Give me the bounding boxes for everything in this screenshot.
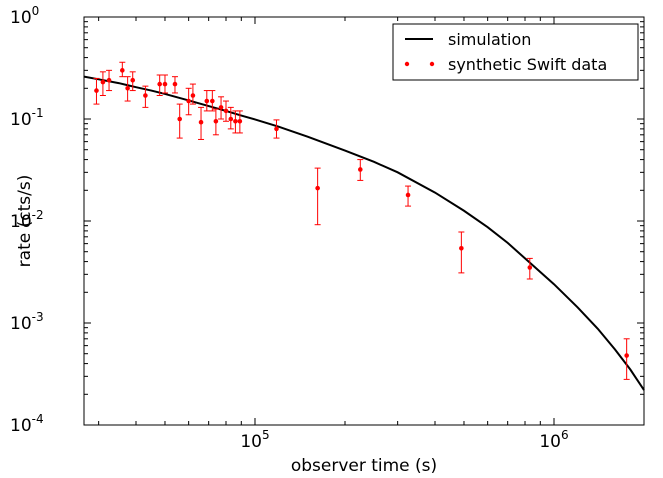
y-axis-label: rate (cts/s)	[15, 175, 35, 268]
swift-data-point	[236, 110, 243, 134]
data-marker	[274, 126, 279, 132]
data-marker	[210, 98, 215, 104]
legend-box	[392, 23, 639, 81]
x-ticks: 105 106	[98, 17, 645, 452]
y-tick-label: 10-1	[10, 106, 44, 130]
data-marker	[315, 185, 320, 191]
data-marker	[162, 81, 168, 87]
data-marker	[218, 105, 224, 110]
data-marker	[357, 167, 363, 172]
data-marker	[237, 118, 243, 124]
swift-data-point	[357, 159, 364, 181]
swift-data-point	[161, 74, 168, 94]
data-marker	[157, 81, 162, 87]
swift-data-point	[119, 61, 126, 78]
data-marker	[527, 265, 533, 270]
swift-data-point	[171, 76, 178, 94]
y-tick-label: 10-4	[10, 412, 44, 436]
legend: simulation synthetic Swift data	[392, 23, 639, 81]
swift-data-point	[124, 76, 131, 102]
data-marker	[125, 85, 130, 91]
swift-data-point	[106, 69, 113, 92]
legend-label-swift: synthetic Swift data	[448, 55, 607, 74]
data-marker	[120, 68, 125, 73]
data-marker	[100, 79, 106, 85]
data-marker	[130, 77, 136, 83]
swift-data-point	[203, 90, 210, 112]
x-tick-label: 106	[539, 428, 568, 452]
data-marker	[198, 119, 204, 125]
swift-data-point	[405, 185, 412, 207]
swift-data-point	[209, 90, 216, 112]
legend-label-simulation: simulation	[448, 30, 531, 49]
y-tick-label: 10-3	[10, 310, 44, 334]
y-tick-label: 100	[10, 4, 39, 28]
swift-data-point	[227, 106, 234, 130]
data-marker	[190, 93, 196, 98]
swift-data-point	[212, 108, 219, 136]
data-marker	[106, 77, 112, 83]
plot-frame	[83, 16, 645, 426]
y-tick-label: 10-2	[10, 208, 44, 232]
data-marker	[204, 98, 210, 104]
y-ticks: 10-4 10-3 10-2 10-1 100	[10, 4, 644, 436]
swift-data-point	[129, 71, 136, 92]
swift-data-point	[176, 103, 183, 139]
swift-data-point	[458, 231, 465, 274]
legend-swatch-swift-dot	[404, 61, 410, 67]
data-marker	[624, 353, 629, 358]
simulation-line	[83, 75, 645, 391]
swift-data-point	[142, 85, 149, 108]
swift-data-point	[156, 74, 163, 96]
data-marker	[233, 118, 238, 124]
data-marker	[143, 93, 148, 98]
x-tick-label: 105	[240, 428, 269, 452]
data-marker	[213, 118, 219, 124]
x-axis-label: observer time (s)	[291, 456, 437, 476]
swift-data-point	[218, 96, 225, 120]
swift-data-point	[273, 119, 280, 139]
swift-data-point	[526, 257, 533, 280]
data-marker	[228, 116, 234, 122]
swift-data-point	[99, 71, 106, 96]
legend-swatch-swift-dot	[429, 61, 435, 67]
data-marker	[186, 98, 191, 104]
swift-data-point	[93, 77, 100, 105]
series-layer	[83, 61, 645, 391]
swift-data-point	[198, 106, 205, 140]
data-marker	[177, 116, 182, 122]
data-marker	[405, 192, 411, 198]
swift-data-point	[223, 100, 230, 122]
data-marker	[459, 245, 464, 251]
swift-data-point	[189, 83, 196, 105]
data-marker	[223, 108, 229, 114]
swift-data-point	[314, 167, 321, 226]
swift-data-point	[623, 338, 630, 380]
data-marker	[172, 81, 178, 87]
swift-data-point	[185, 87, 192, 116]
data-marker	[94, 88, 99, 93]
